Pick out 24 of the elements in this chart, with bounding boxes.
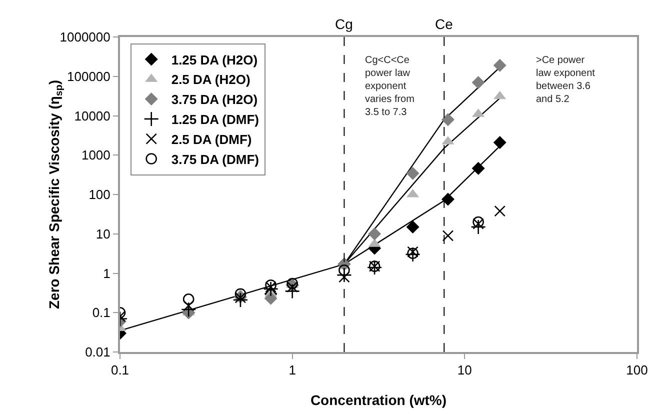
y-tick-label: 1 [103,266,110,281]
x-tick-label: 0.1 [110,362,130,378]
y-tick-label: 1000 [81,148,110,163]
ref-line-label: Ce [435,16,454,32]
legend-label: 3.75 DA (DMF) [171,152,259,167]
annotation: >Ce power law exponent between 3.6 and 5.2 [536,55,596,105]
y-tick-label: 0.01 [85,344,110,360]
legend-label: 2.5 DA (DMF) [171,132,252,147]
y-tick-label: 100 [88,187,110,202]
ref-line-label: Cg [335,16,353,32]
x-tick-label: 100 [626,362,648,378]
x-axis-title: Concentration (wt%) [310,392,447,408]
y-tick-label: 10 [96,226,110,242]
legend-label: 3.75 DA (H2O) [171,92,258,108]
y-tick-label: 100000 [67,68,110,84]
annotation: Cg<C<Ce power law exponent varies from 3.5 to 7.3 [365,55,414,118]
legend-label: 2.5 DA (H2O) [171,72,250,88]
y-tick-label: 1000000 [60,30,110,45]
y-tick-label: 0.1 [92,305,110,320]
legend-label: 1.25 DA (DMF) [171,112,259,128]
x-tick-label: 1 [288,362,296,378]
legend-label: 1.25 DA (H2O) [171,52,258,68]
x-tick-label: 10 [457,362,472,378]
y-tick-label: 10000 [74,108,110,124]
